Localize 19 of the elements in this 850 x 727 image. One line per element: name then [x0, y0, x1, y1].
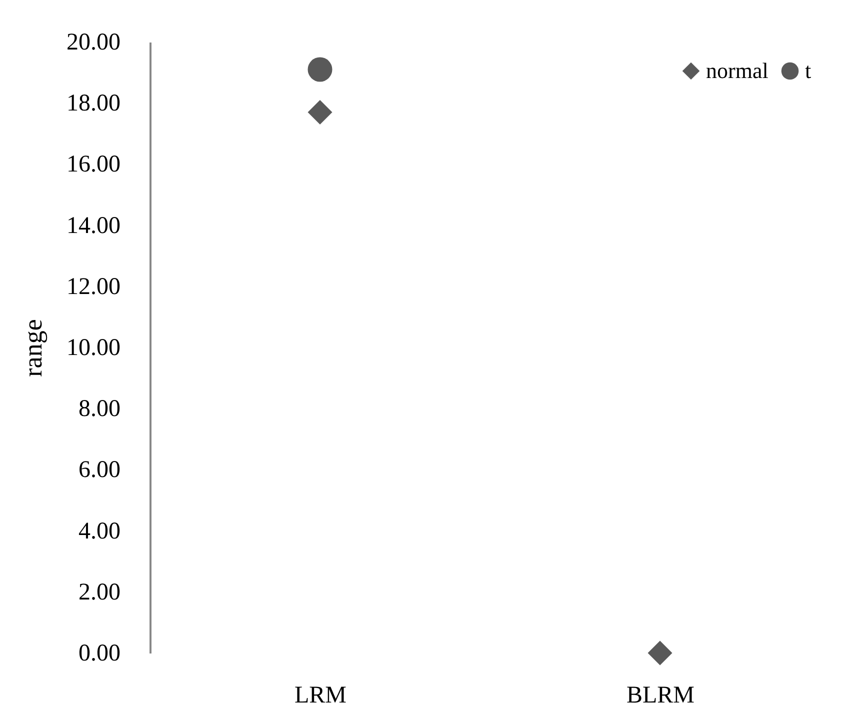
legend-label: t: [805, 58, 812, 83]
y-tick-label: 0.00: [78, 640, 120, 666]
x-tick-label: LRM: [294, 682, 347, 708]
y-tick-label: 18.00: [66, 90, 120, 117]
y-tick-label: 10.00: [66, 335, 120, 361]
point: [648, 640, 672, 666]
y-tick-label: 16.00: [66, 152, 120, 178]
x-tick-label: BLRM: [626, 682, 695, 708]
y-tick-label: 6.00: [78, 457, 120, 484]
y-tick-label: 14.00: [66, 212, 120, 239]
y-tick-label: 2.00: [78, 579, 120, 606]
y-axis-title: range: [18, 319, 48, 377]
legend-label: normal: [706, 58, 768, 83]
point: [308, 57, 332, 82]
y-tick-label: 20.00: [66, 30, 120, 56]
y-tick-label: 12.00: [66, 274, 120, 300]
y-tick-label: 8.00: [78, 396, 120, 422]
y-tick-label: 4.00: [78, 518, 120, 544]
point: [308, 100, 332, 125]
